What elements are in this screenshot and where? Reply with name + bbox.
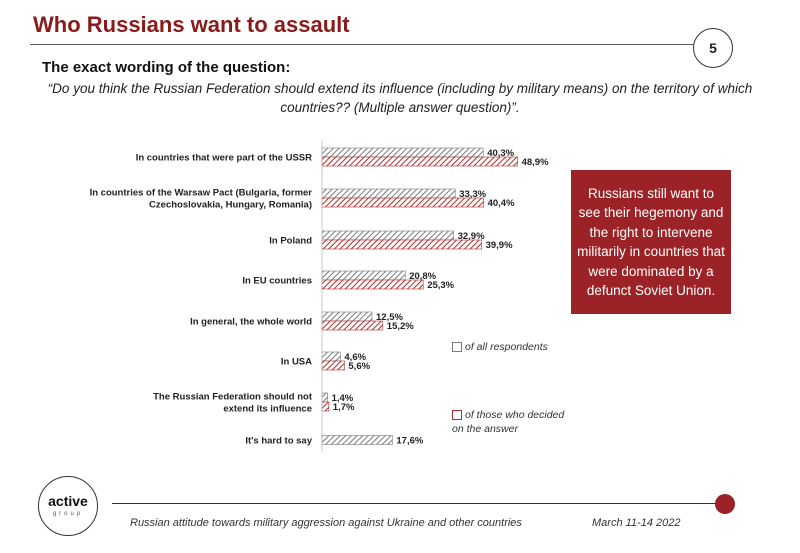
- footer-caption: Russian attitude towards military aggres…: [130, 517, 522, 529]
- page-number: 5: [709, 40, 717, 56]
- bar-decided: [321, 320, 384, 331]
- data-label: 12,5%: [376, 312, 403, 323]
- callout-text: Russians still want to see their hegemon…: [577, 185, 725, 299]
- data-label: 40,4%: [488, 198, 515, 209]
- data-label: 39,9%: [486, 240, 513, 251]
- data-label: 32,9%: [458, 231, 485, 242]
- category-label: Czechoslovakia, Hungary, Romania): [149, 200, 312, 211]
- bar-decided: [321, 197, 484, 208]
- category-label: It's hard to say: [245, 436, 312, 447]
- footer-divider: [112, 503, 720, 504]
- logo-sub-text: group: [52, 511, 84, 517]
- legend-all-label: of all respondents: [465, 341, 548, 353]
- category-label: In general, the whole world: [190, 317, 312, 328]
- data-label: 25,3%: [427, 280, 454, 291]
- category-label: In EU countries: [242, 276, 312, 287]
- footer-date: March 11-14 2022: [592, 517, 681, 529]
- active-group-logo: active group: [38, 476, 98, 536]
- data-label: 20,8%: [409, 271, 436, 282]
- data-label: 17,6%: [396, 436, 423, 447]
- bar-all-respondents: [321, 147, 484, 158]
- data-label: 4,6%: [344, 352, 366, 363]
- bar-decided: [321, 360, 345, 371]
- bar-all-respondents: [321, 270, 406, 281]
- bar-all-respondents: [321, 311, 373, 322]
- footer-accent-dot: [715, 494, 735, 514]
- question-heading: The exact wording of the question:: [42, 59, 291, 76]
- title-divider: [30, 44, 695, 45]
- bar-all-respondents: [321, 392, 328, 403]
- category-label: In countries that were part of the USSR: [136, 153, 312, 164]
- legend-swatch-all: [452, 342, 462, 353]
- category-label: extend its influence: [223, 404, 312, 415]
- bar-decided: [321, 279, 424, 290]
- page-number-badge: 5: [693, 28, 733, 68]
- bar-decided: [321, 239, 482, 250]
- callout-box: Russians still want to see their hegemon…: [571, 170, 731, 314]
- data-label: 5,6%: [348, 361, 370, 372]
- legend-decided: of those who decided on the answer: [452, 408, 572, 436]
- category-label: The Russian Federation should not: [153, 392, 313, 403]
- data-label: 48,9%: [522, 157, 549, 168]
- category-label: In countries of the Warsaw Pact (Bulgari…: [90, 188, 313, 199]
- data-label: 1,4%: [332, 393, 354, 404]
- bar-all-respondents: [321, 351, 341, 362]
- question-text: “Do you think the Russian Federation sho…: [47, 81, 753, 115]
- bar-decided: [321, 401, 330, 412]
- bar-all-respondents: [321, 435, 393, 445]
- data-label: 1,7%: [333, 402, 355, 413]
- category-label: In USA: [281, 357, 312, 368]
- category-label: In Poland: [269, 236, 312, 247]
- logo-main-text: active: [48, 493, 88, 509]
- bar-all-respondents: [321, 188, 456, 199]
- legend-all-respondents: of all respondents: [452, 340, 548, 354]
- legend-decided-label: of those who decided on the answer: [452, 409, 565, 435]
- bar-all-respondents: [321, 230, 454, 241]
- data-label: 40,3%: [487, 148, 514, 159]
- bar-decided: [321, 156, 518, 167]
- page-title: Who Russians want to assault: [33, 12, 350, 37]
- data-label: 33,3%: [459, 189, 486, 200]
- legend-swatch-decided: [452, 410, 462, 421]
- data-label: 15,2%: [387, 321, 414, 332]
